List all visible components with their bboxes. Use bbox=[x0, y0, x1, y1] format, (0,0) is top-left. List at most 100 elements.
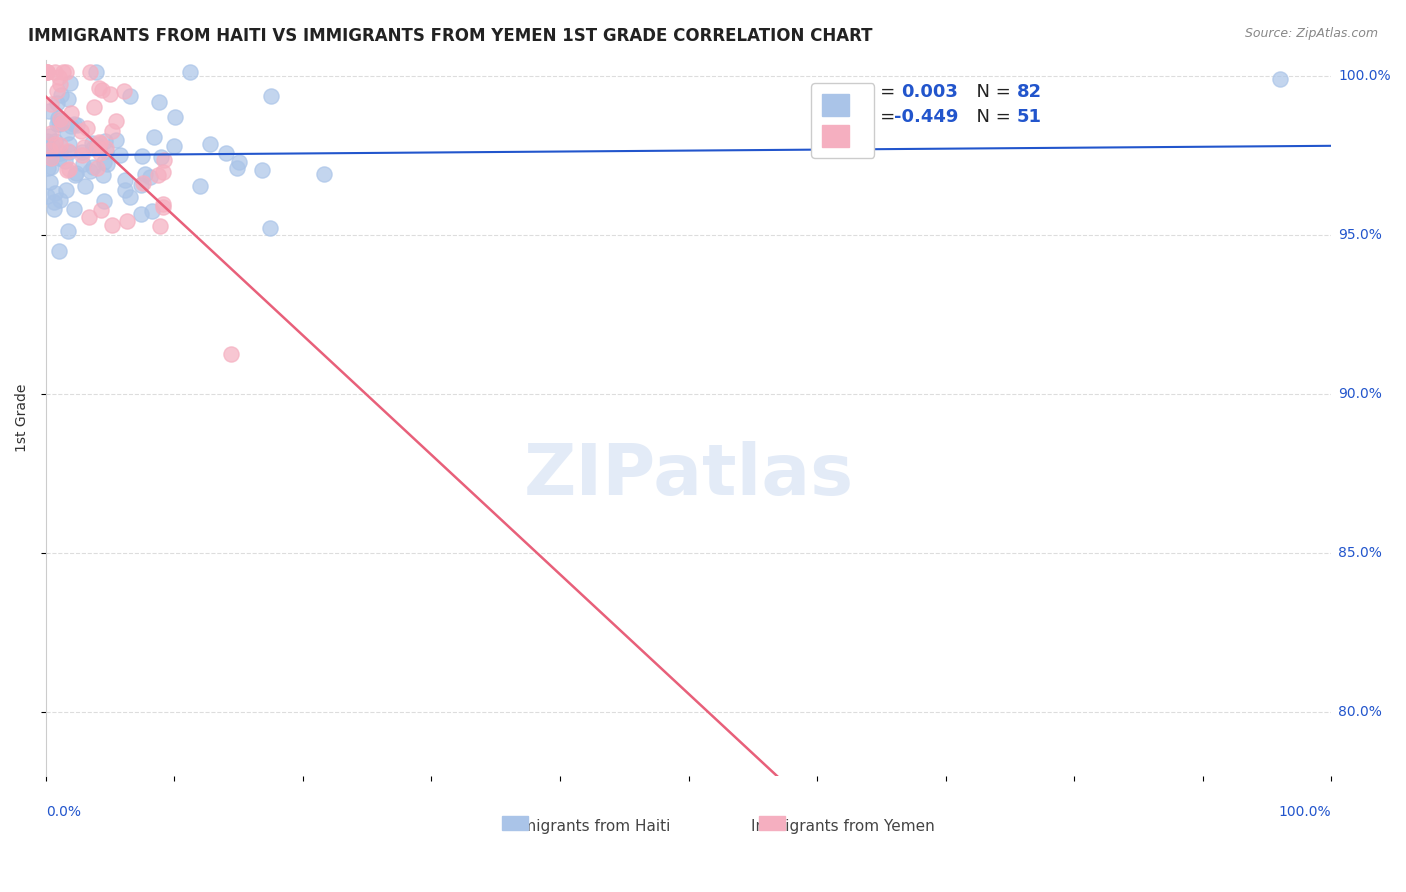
Text: 95.0%: 95.0% bbox=[1339, 227, 1382, 242]
Point bbox=[134, 167, 156, 181]
Point bbox=[179, 65, 201, 79]
Point bbox=[162, 139, 184, 153]
Point bbox=[86, 138, 108, 153]
Point bbox=[115, 213, 138, 227]
Point bbox=[39, 175, 62, 189]
Point bbox=[72, 157, 94, 171]
Point bbox=[139, 169, 162, 184]
Point bbox=[63, 202, 86, 216]
Point bbox=[77, 210, 100, 224]
Point bbox=[114, 183, 136, 197]
Text: R =: R = bbox=[862, 108, 901, 126]
Point bbox=[49, 78, 72, 92]
Point bbox=[45, 96, 67, 111]
Point bbox=[49, 113, 72, 128]
Point bbox=[100, 219, 122, 233]
Point bbox=[51, 116, 73, 130]
Bar bbox=[502, 815, 527, 830]
Text: Immigrants from Yemen: Immigrants from Yemen bbox=[751, 819, 935, 834]
Point bbox=[59, 120, 82, 134]
Point bbox=[42, 202, 65, 217]
Point bbox=[143, 130, 166, 145]
Text: 80.0%: 80.0% bbox=[1339, 706, 1382, 720]
Point bbox=[38, 104, 60, 119]
Point bbox=[48, 70, 70, 84]
Point bbox=[82, 160, 104, 174]
Point bbox=[48, 112, 70, 127]
Point bbox=[90, 203, 112, 218]
Text: R =: R = bbox=[862, 83, 901, 101]
Point bbox=[60, 105, 83, 120]
Point bbox=[58, 145, 80, 159]
Point bbox=[35, 188, 58, 202]
Point bbox=[39, 96, 62, 111]
Point bbox=[45, 84, 67, 98]
Point bbox=[221, 347, 243, 361]
Point bbox=[93, 169, 115, 183]
Point bbox=[42, 195, 65, 210]
Point bbox=[80, 136, 103, 150]
Point bbox=[83, 100, 105, 114]
Text: 90.0%: 90.0% bbox=[1339, 387, 1382, 401]
Point bbox=[35, 65, 58, 79]
Point bbox=[132, 177, 155, 191]
Point bbox=[63, 168, 86, 182]
Point bbox=[163, 110, 186, 124]
Point bbox=[129, 207, 152, 221]
Point bbox=[112, 84, 135, 98]
Point bbox=[70, 147, 93, 161]
Point bbox=[73, 179, 96, 194]
Point bbox=[39, 145, 62, 159]
Point bbox=[41, 149, 63, 163]
Text: N =: N = bbox=[965, 108, 1017, 126]
Point bbox=[44, 186, 66, 200]
Point bbox=[198, 136, 221, 151]
Point bbox=[93, 155, 115, 169]
Point bbox=[120, 190, 142, 204]
Point bbox=[96, 140, 118, 154]
Text: Immigrants from Haiti: Immigrants from Haiti bbox=[502, 819, 669, 834]
Point bbox=[39, 161, 62, 175]
Point bbox=[89, 146, 111, 161]
Text: 0.003: 0.003 bbox=[901, 83, 957, 101]
Text: 51: 51 bbox=[1017, 108, 1042, 126]
Point bbox=[252, 163, 274, 178]
Point bbox=[86, 161, 108, 176]
Point bbox=[56, 224, 79, 238]
Point bbox=[90, 83, 112, 97]
Point bbox=[149, 149, 172, 163]
Point bbox=[87, 135, 110, 149]
Point bbox=[35, 65, 58, 79]
Point bbox=[215, 145, 238, 160]
Point bbox=[225, 161, 247, 175]
Point bbox=[39, 126, 62, 140]
Point bbox=[228, 155, 250, 169]
Point bbox=[48, 151, 70, 165]
Point bbox=[146, 168, 169, 182]
Text: 85.0%: 85.0% bbox=[1339, 546, 1382, 560]
Point bbox=[152, 164, 174, 178]
Text: N =: N = bbox=[965, 83, 1017, 101]
Point bbox=[94, 134, 117, 148]
Point bbox=[129, 178, 152, 192]
Point bbox=[56, 163, 79, 178]
Text: Source: ZipAtlas.com: Source: ZipAtlas.com bbox=[1244, 27, 1378, 40]
Point bbox=[63, 117, 86, 131]
Point bbox=[93, 194, 115, 208]
Point bbox=[98, 87, 121, 102]
Point bbox=[108, 148, 131, 162]
Point bbox=[53, 154, 76, 169]
Point bbox=[260, 89, 283, 103]
Point bbox=[73, 140, 96, 154]
Point bbox=[45, 117, 67, 131]
Point bbox=[38, 128, 60, 143]
Point bbox=[70, 145, 93, 159]
Point bbox=[49, 138, 72, 153]
Point bbox=[52, 65, 75, 79]
Point bbox=[55, 183, 77, 197]
Point bbox=[118, 89, 141, 103]
Point bbox=[314, 168, 336, 182]
Point bbox=[152, 200, 174, 214]
Point bbox=[44, 135, 66, 149]
Point bbox=[48, 117, 70, 131]
